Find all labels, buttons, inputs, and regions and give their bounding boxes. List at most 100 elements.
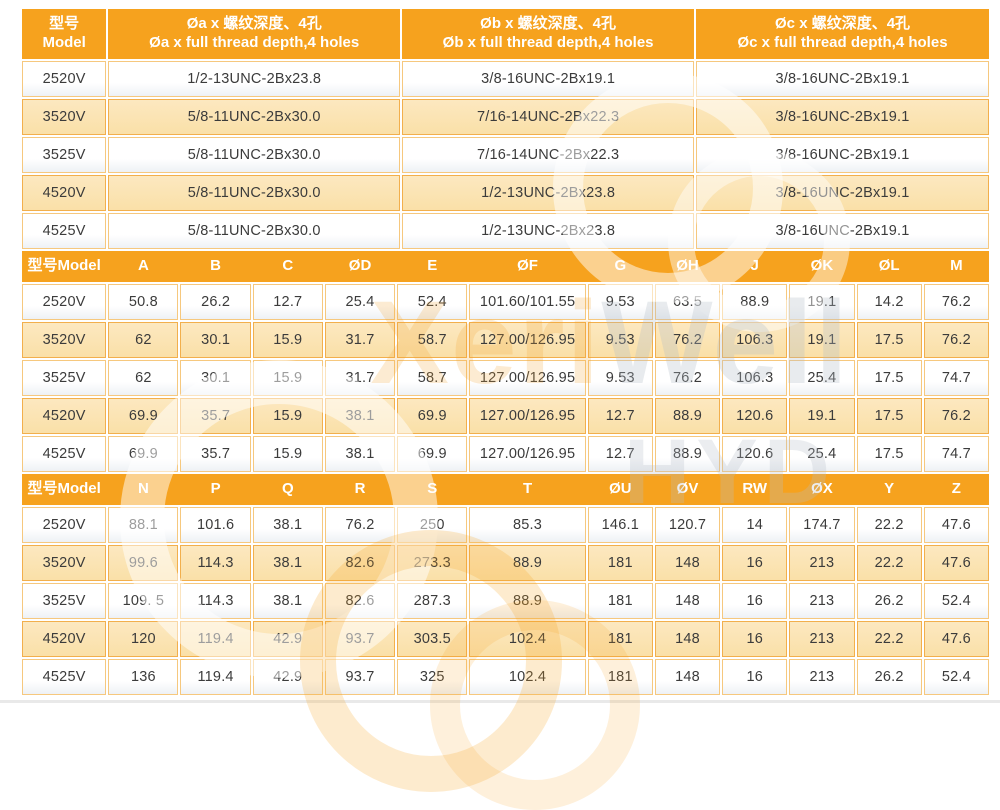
value-cell: 106.3 <box>722 322 788 358</box>
value-cell: 120.6 <box>722 436 788 472</box>
table-row: 3525V 62 30.1 15.9 31.7 58.7 127.00/126.95 9.53… <box>22 360 989 396</box>
value-cell: 30.1 <box>180 360 251 396</box>
table-row: 3520V 62 30.1 15.9 31.7 58.7 127.00/126.95 9.53… <box>22 322 989 358</box>
value-cell: 106.3 <box>722 360 788 396</box>
value-cell: 38.1 <box>252 583 323 619</box>
value-cell: 16 <box>722 621 788 657</box>
value-cell: 148 <box>654 583 721 619</box>
value-cell: 38.1 <box>252 507 323 543</box>
value-cell: 50.8 <box>108 284 179 320</box>
model-column-header: 型号Model <box>22 474 109 505</box>
model-cell: 4525V <box>22 659 107 695</box>
value-cell: 9.53 <box>587 322 653 358</box>
dimension-column-header: ØK <box>789 251 857 282</box>
table-row: 4520V 120 119.4 42.9 93.7 303.5 102.4 181 148 16 2… <box>22 621 989 657</box>
table-row: 4520V 5/8-11UNC-2Bx30.0 1/2-13UNC-2Bx23.8 3… <box>22 175 989 211</box>
value-cell: 76.2 <box>654 322 721 358</box>
model-cell: 4520V <box>22 175 107 211</box>
value-cell: 3/8-16UNC-2Bx19.1 <box>696 175 989 211</box>
value-cell: 1/2-13UNC-2Bx23.8 <box>402 175 695 211</box>
value-cell: 35.7 <box>180 436 251 472</box>
value-cell: 47.6 <box>923 545 989 581</box>
model-cell: 4520V <box>22 398 107 434</box>
value-cell: 38.1 <box>324 398 396 434</box>
value-cell: 9.53 <box>587 284 653 320</box>
value-cell: 19.1 <box>789 284 855 320</box>
value-cell: 3/8-16UNC-2Bx19.1 <box>696 213 989 249</box>
value-cell: 273.3 <box>397 545 468 581</box>
value-cell: 109. 5 <box>108 583 179 619</box>
value-cell: 93.7 <box>324 659 396 695</box>
value-cell: 69.9 <box>108 436 179 472</box>
value-cell: 52.4 <box>923 583 989 619</box>
thread-b-header-en: Øb x full thread depth,4 holes <box>442 34 654 51</box>
page-bottom-edge <box>0 700 1000 703</box>
value-cell: 127.00/126.95 <box>469 398 586 434</box>
table-row: 4525V 5/8-11UNC-2Bx30.0 1/2-13UNC-2Bx23.8 3… <box>22 213 989 249</box>
value-cell: 88.9 <box>469 545 586 581</box>
value-cell: 5/8-11UNC-2Bx30.0 <box>108 175 401 211</box>
table-row: 4525V 69.9 35.7 15.9 38.1 69.9 127.00/126.95 12… <box>22 436 989 472</box>
value-cell: 14 <box>722 507 788 543</box>
value-cell: 26.2 <box>856 659 922 695</box>
value-cell: 250 <box>397 507 468 543</box>
value-cell: 19.1 <box>789 322 855 358</box>
value-cell: 127.00/126.95 <box>469 436 586 472</box>
header-row: 型号Model N P Q R S T ØU ØV RW ØX Y Z <box>22 474 989 505</box>
value-cell: 88.9 <box>469 583 586 619</box>
table-row: 2520V 88.1 101.6 38.1 76.2 250 85.3 146.1 120.7 1… <box>22 507 989 543</box>
value-cell: 325 <box>397 659 468 695</box>
value-cell: 82.6 <box>324 583 396 619</box>
value-cell: 3/8-16UNC-2Bx19.1 <box>696 61 989 97</box>
dimension-column-header: J <box>722 251 790 282</box>
value-cell: 16 <box>722 659 788 695</box>
value-cell: 85.3 <box>469 507 586 543</box>
dimension-column-header: ØH <box>654 251 723 282</box>
value-cell: 3/8-16UNC-2Bx19.1 <box>402 61 695 97</box>
thread-a-header-en: Øa x full thread depth,4 holes <box>149 34 360 51</box>
thread-b-column-header: Øb x 螺纹深度、4孔 Øb x full thread depth,4 ho… <box>402 9 695 59</box>
value-cell: 127.00/126.95 <box>469 360 586 396</box>
dimension-column-header: Z <box>923 474 989 505</box>
table-row: 3525V 109. 5 114.3 38.1 82.6 287.3 88.9 181 148 1… <box>22 583 989 619</box>
value-cell: 62 <box>108 360 179 396</box>
value-cell: 88.9 <box>722 284 788 320</box>
model-column-header: 型号Model <box>22 251 109 282</box>
value-cell: 15.9 <box>252 322 323 358</box>
value-cell: 174.7 <box>789 507 855 543</box>
thread-c-header-en: Øc x full thread depth,4 holes <box>737 34 948 51</box>
value-cell: 38.1 <box>324 436 396 472</box>
value-cell: 120 <box>108 621 179 657</box>
value-cell: 1/2-13UNC-2Bx23.8 <box>108 61 401 97</box>
value-cell: 102.4 <box>469 621 586 657</box>
value-cell: 58.7 <box>397 360 468 396</box>
model-cell: 3525V <box>22 360 107 396</box>
thread-b-header-zh: Øb x 螺纹深度、4孔 <box>480 15 617 33</box>
value-cell: 22.2 <box>856 621 922 657</box>
table-row: 3520V 99.6 114.3 38.1 82.6 273.3 88.9 181 148 16 2… <box>22 545 989 581</box>
model-cell: 3525V <box>22 583 107 619</box>
value-cell: 15.9 <box>252 436 323 472</box>
dimension-column-header: G <box>587 251 656 282</box>
value-cell: 5/8-11UNC-2Bx30.0 <box>108 213 401 249</box>
dimension-column-header: ØL <box>856 251 924 282</box>
value-cell: 42.9 <box>252 621 323 657</box>
dimension-column-header: M <box>923 251 989 282</box>
value-cell: 17.5 <box>856 398 922 434</box>
value-cell: 181 <box>587 621 653 657</box>
value-cell: 7/16-14UNC-2Bx22.3 <box>402 137 695 173</box>
table-row: 4525V 136 119.4 42.9 93.7 325 102.4 181 148 16 213… <box>22 659 989 695</box>
dimension-column-header: R <box>324 474 398 505</box>
value-cell: 35.7 <box>180 398 251 434</box>
value-cell: 42.9 <box>252 659 323 695</box>
value-cell: 181 <box>587 583 653 619</box>
value-cell: 12.7 <box>587 436 653 472</box>
value-cell: 76.2 <box>923 284 989 320</box>
value-cell: 213 <box>789 583 855 619</box>
model-cell: 4525V <box>22 436 107 472</box>
value-cell: 19.1 <box>789 398 855 434</box>
model-cell: 4520V <box>22 621 107 657</box>
value-cell: 25.4 <box>789 360 855 396</box>
value-cell: 181 <box>587 659 653 695</box>
thread-c-header-zh: Øc x 螺纹深度、4孔 <box>775 15 911 33</box>
